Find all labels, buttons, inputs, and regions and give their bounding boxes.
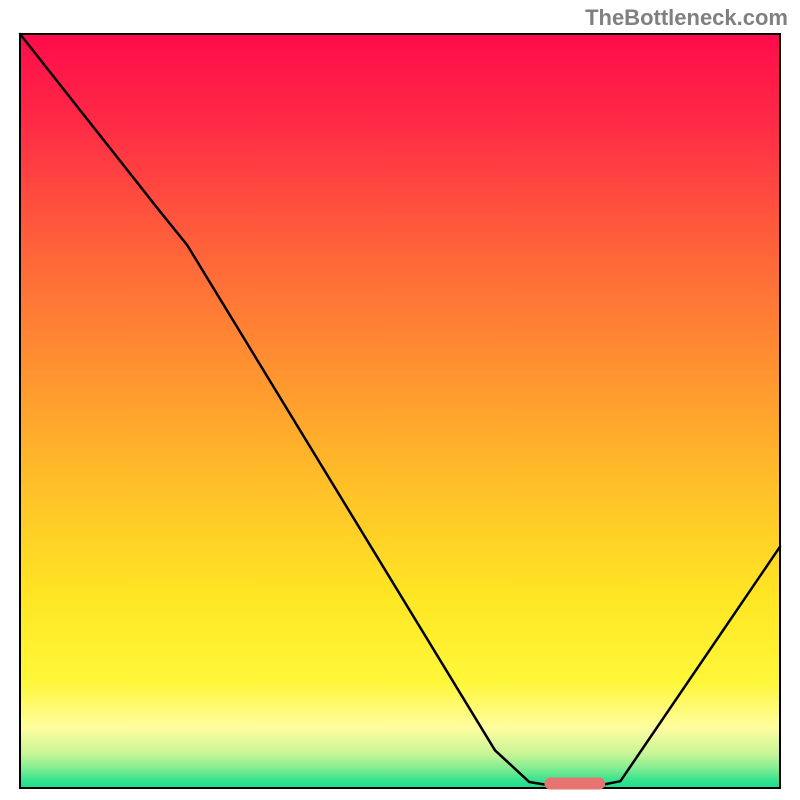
trough-marker (544, 777, 605, 789)
source-watermark: TheBottleneck.com (585, 5, 788, 31)
bottleneck-chart (0, 0, 800, 800)
plot-background (20, 34, 780, 788)
